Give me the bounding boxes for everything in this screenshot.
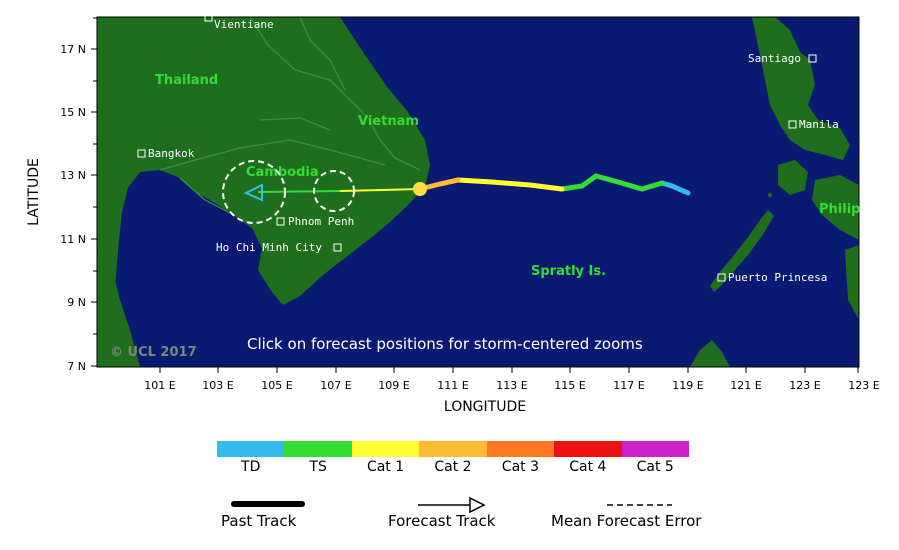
forecast-error-circle-1[interactable] — [313, 170, 355, 212]
lat-tick-label: 11 N — [60, 233, 86, 246]
y-axis-title: LATITUDE — [26, 158, 42, 226]
legend-label-td: TD — [241, 459, 261, 475]
intensity-legend — [217, 441, 689, 457]
lon-tick-label: 107 E — [320, 379, 351, 392]
forecast-track-swatch — [418, 496, 486, 514]
lon-tick-label: 113 E — [496, 379, 527, 392]
label-philippines: Philip — [819, 202, 860, 217]
legend-label-cat-4: Cat 4 — [569, 459, 607, 475]
lat-tick-label: 7 N — [67, 360, 86, 373]
lat-axis: 17 N 15 N 13 N 11 N 9 N 7 N — [60, 17, 97, 373]
label-cambodia: Cambodia — [246, 165, 319, 180]
intensity-legend-labels: TD TS Cat 1 Cat 2 Cat 3 Cat 4 Cat 5 — [217, 459, 689, 475]
lon-tick-label: 119 E — [672, 379, 703, 392]
land-palawan — [710, 210, 774, 292]
city-bangkok: Bangkok — [148, 147, 195, 160]
lon-axis: 101 E 103 E 105 E 107 E 109 E 111 E 113 … — [144, 367, 880, 392]
x-axis-title: LONGITUDE — [444, 399, 526, 415]
land-borneo — [690, 340, 730, 367]
city-marker-vientiane — [204, 13, 213, 22]
legend-label-ts: TS — [309, 459, 327, 475]
legend-label-cat-5: Cat 5 — [636, 459, 674, 475]
legend-swatch-td — [217, 441, 285, 457]
lon-tick-label: 115 E — [554, 379, 585, 392]
lat-tick-label: 9 N — [67, 296, 86, 309]
forecast-error-circle-2[interactable] — [222, 160, 286, 224]
label-thailand: Thailand — [155, 73, 218, 88]
label-vietnam: Vietnam — [358, 114, 419, 129]
legend-label-cat-1: Cat 1 — [366, 459, 405, 475]
lon-tick-label: 123 E — [789, 379, 820, 392]
copyright: © UCL 2017 — [110, 345, 197, 360]
lon-tick-label: 123 E — [848, 379, 879, 392]
map-note: Click on forecast positions for storm-ce… — [247, 335, 643, 353]
lon-tick-label: 101 E — [144, 379, 175, 392]
legend-swatch-cat-1 — [351, 441, 420, 457]
city-vientiane: Vientiane — [214, 18, 274, 31]
lat-tick-label: 13 N — [60, 169, 86, 182]
land-mindanao — [845, 245, 859, 320]
map-frame — [96, 16, 860, 368]
lon-tick-label: 109 E — [378, 379, 409, 392]
city-marker-bangkok — [137, 149, 146, 158]
lat-tick-label: 17 N — [60, 43, 86, 56]
land-malay-peninsula — [97, 250, 140, 367]
lon-tick-label: 105 E — [261, 379, 292, 392]
legend-swatch-ts — [284, 441, 352, 457]
city-marker-ho-chi-minh — [333, 243, 342, 252]
legend-label-cat-2: Cat 2 — [434, 459, 472, 475]
city-santiago: Santiago — [748, 52, 801, 65]
city-phnom-penh: Phnom Penh — [288, 215, 354, 228]
city-ho-chi-minh: Ho Chi Minh City — [216, 241, 322, 254]
city-marker-phnom-penh — [276, 217, 285, 226]
lon-tick-label: 103 E — [202, 379, 233, 392]
current-storm-position[interactable] — [413, 182, 427, 196]
lon-tick-label: 111 E — [437, 379, 468, 392]
label-spratly: Spratly Is. — [531, 264, 606, 279]
lat-tick-label: 15 N — [60, 106, 86, 119]
past-track-label: Past Track — [221, 512, 297, 530]
mean-error-label: Mean Forecast Error — [551, 512, 702, 530]
legend-swatch-cat-5 — [621, 441, 689, 457]
legend-swatch-cat-3 — [486, 441, 555, 457]
lon-tick-label: 117 E — [613, 379, 644, 392]
city-marker-manila — [788, 120, 797, 129]
land-luzon — [752, 17, 850, 160]
legend-swatch-cat-4 — [554, 441, 622, 457]
city-puerto-princesa: Puerto Princesa — [728, 271, 827, 284]
forecast-track-label: Forecast Track — [388, 512, 496, 530]
city-manila: Manila — [799, 118, 839, 131]
legend-swatch-cat-2 — [419, 441, 487, 457]
legend-label-cat-3: Cat 3 — [501, 459, 539, 475]
land-visayas — [812, 175, 859, 240]
land-mindoro — [778, 160, 808, 195]
city-marker-puerto-princesa — [717, 273, 726, 282]
lon-tick-label: 121 E — [730, 379, 761, 392]
city-marker-santiago — [808, 54, 817, 63]
